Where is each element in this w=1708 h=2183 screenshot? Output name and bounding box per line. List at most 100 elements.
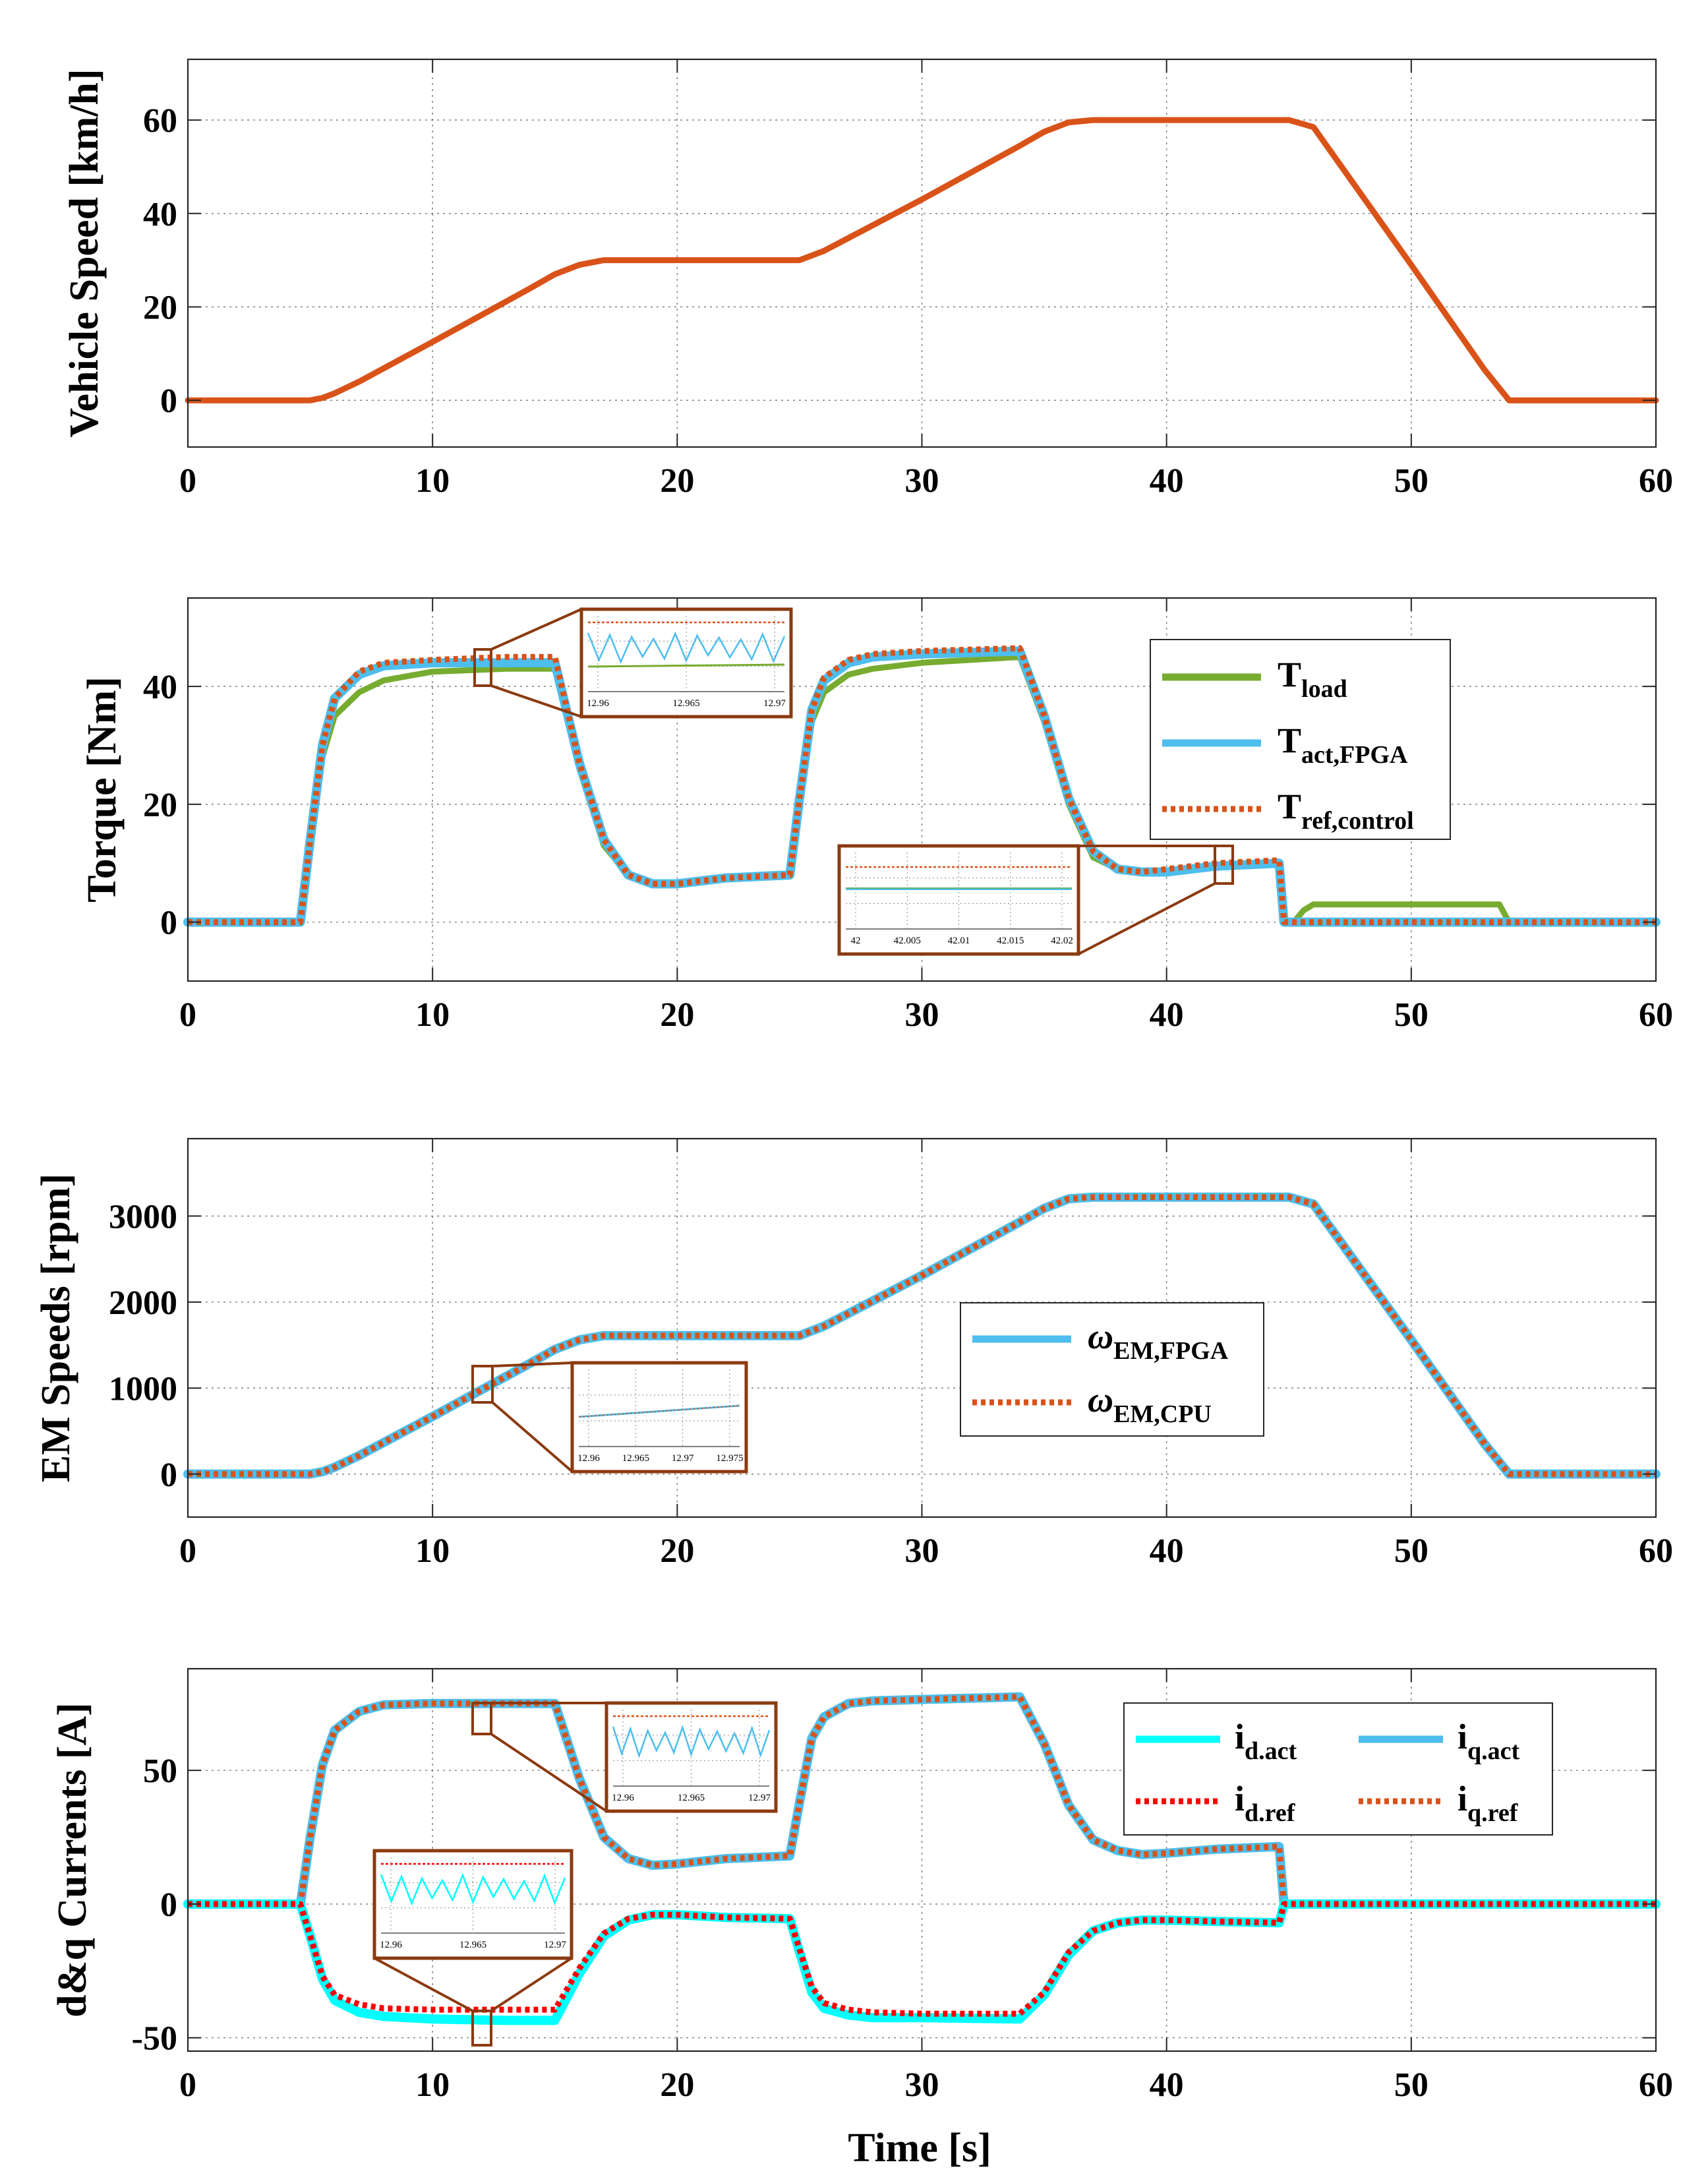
- x-tick-label: 30: [905, 2066, 939, 2104]
- y-tick-label: 3000: [109, 1198, 177, 1236]
- y-tick-label: 20: [143, 289, 177, 326]
- y-tick-label: 40: [143, 669, 177, 706]
- series-line-i_d.ref: [188, 1901, 1656, 2017]
- x-tick-label: 60: [1639, 996, 1673, 1034]
- inset-zoom-box: [473, 648, 492, 687]
- x-tick-label: 10: [415, 1532, 450, 1570]
- x-axis-label-time: Time [s]: [848, 2126, 991, 2170]
- x-tick-label: 0: [179, 1532, 196, 1570]
- inset-connector-line: [490, 608, 582, 651]
- inset-panel: [372, 1849, 574, 1960]
- x-tick-label: 10: [415, 2066, 450, 2104]
- x-tick-label: 50: [1394, 996, 1428, 1034]
- inset-zoom-box: [1214, 845, 1234, 885]
- y-axis-label: EM Speeds [rpm]: [34, 1174, 78, 1482]
- inset-tick-label: 12.96: [612, 1793, 634, 1803]
- inset-tick-label: 12.97: [763, 698, 786, 709]
- y-tick-label: 0: [160, 1456, 177, 1494]
- x-tick-label: 50: [1394, 2066, 1428, 2104]
- x-tick-label: 40: [1150, 1532, 1184, 1570]
- x-tick-label: 20: [660, 2066, 694, 2104]
- legend-label: iq.act: [1458, 1717, 1520, 1765]
- x-tick-label: 50: [1394, 1532, 1428, 1570]
- plot-area: [188, 59, 1656, 447]
- inset-tick-label: 12.96: [577, 1453, 600, 1464]
- y-axis-label: Vehicle Speed [km/h]: [62, 69, 107, 437]
- legend: ωEM,FPGA ωEM,CPU: [960, 1302, 1264, 1437]
- y-tick-label: 1000: [109, 1370, 177, 1408]
- y-tick-label: 0: [160, 1886, 177, 1924]
- inset-tick-label: 42.015: [997, 936, 1024, 946]
- inset-connector-line: [374, 1957, 473, 2012]
- inset-tick-label: 12.965: [672, 698, 699, 709]
- x-tick-label: 60: [1639, 2066, 1673, 2104]
- inset-trace-load: [587, 663, 785, 668]
- x-tick-label: 0: [179, 462, 196, 500]
- x-tick-label: 0: [179, 2066, 196, 2104]
- inset-tick-label: 12.96: [587, 698, 609, 709]
- inset-connector-line: [491, 1401, 574, 1473]
- inset-connector-line: [492, 1361, 573, 1367]
- inset-tick-label: 42.005: [894, 936, 921, 946]
- inset-trace-reference: [578, 1405, 740, 1418]
- y-tick-label: 20: [143, 787, 177, 824]
- inset-trace-actual: [587, 631, 786, 665]
- series-line-T_ref,control: [188, 645, 1656, 926]
- chart-torque: 0 10 20 30 40 50 60 0 20 40 Torque [Nm] 12.96 12.965…: [80, 597, 1673, 1034]
- y-tick-label: 60: [143, 102, 177, 140]
- legend-label: ωEM,CPU: [1088, 1380, 1212, 1428]
- inset-zoom-box: [471, 2010, 492, 2047]
- x-tick-label: 10: [415, 996, 450, 1034]
- inset-tick-label: 12.965: [678, 1793, 705, 1803]
- inset-trace-actual: [380, 1872, 566, 1906]
- legend-label: id.act: [1235, 1717, 1297, 1765]
- inset-panel: [579, 607, 793, 719]
- y-axis-label: Torque [Nm]: [80, 676, 125, 903]
- x-tick-label: 40: [1150, 2066, 1184, 2104]
- x-tick-label: 40: [1150, 996, 1184, 1034]
- legend-label: Tload: [1278, 655, 1347, 703]
- inset-trace-actual: [612, 1725, 771, 1758]
- inset-zoom-box: [471, 1702, 492, 1735]
- x-tick-label: 0: [179, 996, 196, 1034]
- series-line-Vehicle Speed: [185, 117, 1659, 404]
- y-axis-label: d&q Currents [A]: [50, 1702, 95, 2018]
- inset-connector-line: [1078, 882, 1216, 955]
- inset-tick-label: 42.01: [948, 936, 970, 946]
- legend-label: id.ref: [1235, 1779, 1296, 1827]
- y-tick-label: 0: [160, 382, 177, 420]
- series-line-ω_EM,CPU: [188, 1194, 1656, 1478]
- legend: id.act iq.act id.ref iq.ref: [1123, 1702, 1553, 1836]
- inset-tick-label: 12.975: [716, 1453, 743, 1464]
- y-tick-label: 40: [143, 196, 177, 233]
- inset-tick-label: 12.97: [748, 1793, 771, 1803]
- legend: Tload Tact,FPGA Tref,control: [1150, 639, 1451, 840]
- inset-tick-label: 12.965: [459, 1940, 486, 1950]
- y-tick-label: 2000: [109, 1284, 177, 1322]
- y-tick-label: 50: [143, 1752, 177, 1790]
- inset-connector-line: [490, 1733, 608, 1812]
- x-tick-label: 30: [905, 462, 939, 500]
- x-tick-label: 60: [1639, 1532, 1673, 1570]
- x-tick-label: 30: [905, 996, 939, 1034]
- inset-tick-label: 12.97: [672, 1453, 694, 1464]
- x-tick-label: 40: [1150, 462, 1184, 500]
- legend-label: iq.ref: [1458, 1779, 1519, 1827]
- inset-connector-line: [490, 684, 582, 718]
- inset-zoom: 42 42.005 42.01 42.015 42.02: [837, 844, 1234, 956]
- inset-tick-label: 12.965: [622, 1453, 649, 1464]
- inset-zoom: 12.96 12.965 12.97: [471, 1701, 778, 1813]
- legend-label: ωEM,FPGA: [1088, 1317, 1229, 1365]
- inset-zoom-box: [471, 1365, 494, 1404]
- inset-tick-label: 42.02: [1051, 936, 1073, 946]
- inset-zoom: 12.96 12.965 12.97: [473, 607, 793, 719]
- series-line-i_q.ref: [188, 1694, 1656, 1907]
- x-tick-label: 20: [660, 462, 694, 500]
- inset-zoom: 12.96 12.965 12.97: [372, 1849, 574, 2047]
- legend-label: Tact,FPGA: [1278, 721, 1408, 769]
- inset-tick-label: 42: [851, 936, 861, 946]
- y-tick-label: 0: [160, 905, 177, 942]
- x-tick-label: 60: [1639, 462, 1673, 500]
